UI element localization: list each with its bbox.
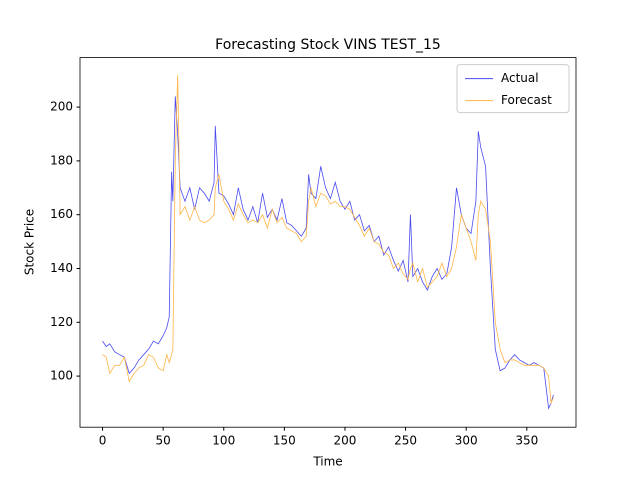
x-tick-label: 250: [394, 434, 417, 448]
legend-label: Actual: [501, 71, 539, 85]
y-axis-label: Stock Price: [23, 209, 37, 275]
y-tick-label: 120: [50, 315, 73, 329]
x-tick-label: 0: [99, 434, 107, 448]
chart-title: Forecasting Stock VINS TEST_15: [215, 37, 441, 53]
x-tick-label: 150: [273, 434, 296, 448]
x-tick-label: 100: [212, 434, 235, 448]
x-tick-label: 300: [455, 434, 478, 448]
x-tick-label: 350: [515, 434, 538, 448]
x-axis-label: Time: [312, 455, 342, 469]
line: [102, 96, 554, 410]
plot-frame: [79, 57, 577, 428]
y-tick-label: 200: [50, 100, 73, 114]
y-tick-label: 160: [50, 207, 73, 221]
y-tick-label: 100: [50, 369, 73, 383]
x-tick-label: 50: [156, 434, 171, 448]
y-tick-label: 140: [50, 261, 73, 275]
y-tick-label: 180: [50, 153, 73, 167]
legend-label: Forecast: [501, 93, 552, 107]
line: [102, 74, 554, 405]
x-tick-label: 200: [334, 434, 357, 448]
